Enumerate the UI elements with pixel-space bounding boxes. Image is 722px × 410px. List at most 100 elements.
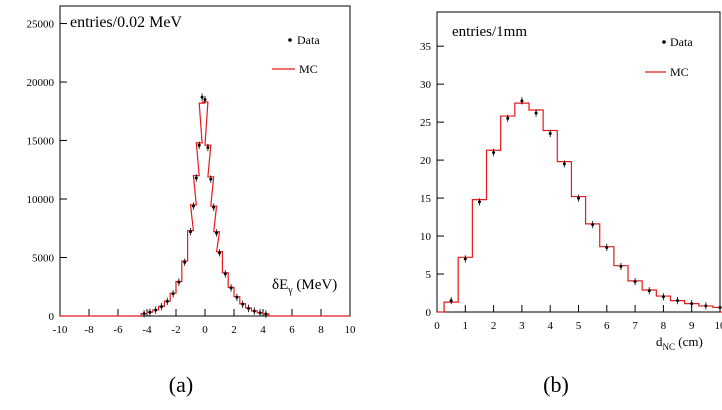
x-tick-label-b-1: 1 [463,320,469,332]
data-point-b-10 [591,223,595,227]
data-point-a-18 [218,251,221,255]
x-tick-label-a-3: -4 [142,324,152,336]
data-point-a-2 [154,308,158,312]
data-point-b-0 [449,299,453,303]
data-point-a-22 [241,302,245,306]
y-tick-label-b-4: 20 [420,155,432,167]
x-tick-label-a-8: 6 [289,324,295,336]
x-tick-label-b-0: 0 [434,320,440,332]
panel-b-caption: (b) [543,372,569,397]
data-point-a-16 [212,205,216,209]
data-point-a-26 [264,312,268,316]
panel-a-frame [59,5,351,317]
y-tick-label-a-1: 5000 [32,253,55,265]
data-point-b-8 [562,162,566,166]
data-point-b-4 [506,116,510,120]
data-point-a-11 [197,143,201,147]
x-tick-label-b-5: 5 [576,320,582,332]
panel-a-series [60,93,350,318]
data-point-a-10 [194,176,198,180]
data-point-b-18 [704,304,708,308]
x-tick-label-b-6: 6 [604,320,610,332]
panel-a-caption: (a) [169,372,193,397]
data-point-a-15 [209,177,213,181]
x-tick-label-b-9: 9 [689,320,695,332]
panel-b-axes: 0 5 10 15 20 25 30 35 0 1 2 3 4 5 6 7 8 9 10 [420,41,722,332]
data-point-b-16 [676,299,680,303]
y-tick-label-b-7: 35 [420,41,432,53]
panel-b-annotation: entries/1mm [452,24,527,40]
data-point-b-9 [577,196,580,200]
y-tick-label-b-6: 30 [420,79,432,91]
data-point-b-19 [718,305,722,309]
y-tick-label-b-0: 0 [426,307,432,319]
data-point-a-21 [235,295,239,299]
y-tick-label-b-1: 5 [426,269,432,281]
panel-a-xlabel: δEγ (MeV) [272,277,337,296]
legend-data-marker-a [288,38,292,42]
y-tick-label-a-2: 10000 [27,194,55,206]
data-point-a-8 [189,230,192,234]
data-point-b-7 [548,132,552,136]
x-tick-label-b-2: 2 [491,320,497,332]
x-tick-label-b-8: 8 [661,320,667,332]
data-point-a-23 [247,306,250,310]
panel-a-axes: 0 5000 10000 15000 20000 25000 -10 -8 -6 -4 -2 0 2 4 6… [27,19,357,336]
panel-b: entries/1mm Data MC dNC (cm) 05101520253… [420,11,722,397]
x-tick-label-a-6: 2 [231,324,237,336]
x-tick-label-b-3: 3 [519,320,525,332]
legend-data-label-b: Data [670,35,693,49]
panel-a-legend: Data MC [272,33,320,76]
data-point-a-24 [252,309,256,313]
data-point-b-17 [690,302,694,306]
data-point-b-11 [605,245,609,249]
data-point-a-14 [206,146,210,150]
legend-data-marker-b [662,40,666,44]
data-point-b-2 [477,200,481,204]
panel-b-series [437,97,722,313]
data-point-a-7 [183,260,187,264]
y-tick-label-b-2: 10 [420,231,432,243]
data-point-a-17 [215,231,219,235]
panel-a: entries/0.02 MeV Data MC δEγ (MeV) 0 5000… [27,5,357,397]
x-tick-label-b-4: 4 [547,320,553,332]
legend-mc-label-b: MC [670,65,689,79]
y-tick-label-a-4: 20000 [27,77,55,89]
data-point-a-4 [165,299,169,303]
panel-b-legend: Data MC [645,35,693,79]
data-point-a-0 [142,312,146,316]
data-point-a-12 [200,95,204,99]
y-tick-label-a-5: 25000 [27,19,55,31]
y-tick-label-b-5: 25 [420,117,432,129]
x-tick-label-a-7: 4 [260,324,266,336]
legend-data-label-a: Data [297,33,320,47]
data-point-a-25 [258,311,262,315]
panel-b-frame [436,11,721,313]
data-point-a-5 [171,292,175,296]
data-point-a-13 [203,98,207,102]
data-point-a-9 [191,204,195,208]
data-point-a-20 [229,286,233,290]
y-tick-label-b-3: 15 [420,193,432,205]
panel-b-xlabel: dNC (cm) [656,334,703,352]
x-tick-label-a-2: -6 [113,324,123,336]
data-point-b-1 [463,257,467,261]
legend-mc-label-a: MC [299,62,318,76]
panel-a-annotation: entries/0.02 MeV [70,14,182,31]
data-point-b-12 [619,264,623,268]
data-point-b-13 [633,280,637,284]
data-point-b-5 [520,99,524,103]
data-point-b-14 [647,289,651,293]
x-tick-label-b-10: 10 [715,320,722,332]
y-tick-label-a-0: 0 [49,311,55,323]
data-point-a-1 [148,310,152,314]
x-tick-label-a-4: -2 [171,324,180,336]
data-point-a-6 [177,280,181,284]
mc-step-line-b [437,102,722,313]
y-tick-label-a-3: 15000 [27,136,55,148]
x-tick-label-b-7: 7 [632,320,638,332]
x-tick-label-a-5: 0 [202,324,208,336]
data-point-a-19 [223,272,227,276]
data-point-b-3 [492,151,496,155]
